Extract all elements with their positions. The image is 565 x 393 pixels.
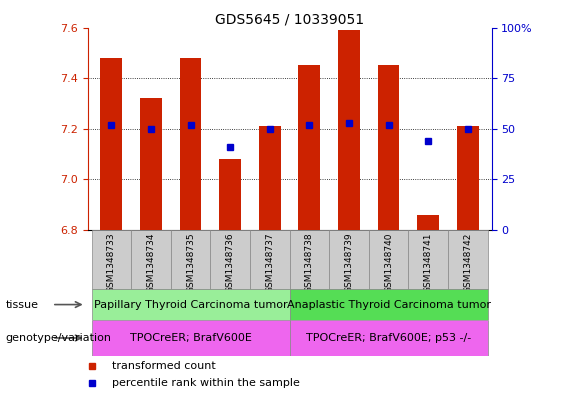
Bar bbox=[377, 66, 399, 230]
Text: GSM1348735: GSM1348735 bbox=[186, 233, 195, 294]
Text: TPOCreER; BrafV600E: TPOCreER; BrafV600E bbox=[129, 333, 251, 343]
FancyBboxPatch shape bbox=[448, 230, 488, 289]
Bar bbox=[457, 126, 479, 230]
Text: GSM1348737: GSM1348737 bbox=[265, 233, 274, 294]
Text: GSM1348734: GSM1348734 bbox=[146, 233, 155, 293]
Text: GSM1348738: GSM1348738 bbox=[305, 233, 314, 294]
Bar bbox=[101, 58, 122, 230]
Text: transformed count: transformed count bbox=[112, 361, 216, 371]
Bar bbox=[140, 98, 162, 230]
FancyBboxPatch shape bbox=[369, 230, 408, 289]
FancyBboxPatch shape bbox=[92, 230, 131, 289]
Text: TPOCreER; BrafV600E; p53 -/-: TPOCreER; BrafV600E; p53 -/- bbox=[306, 333, 471, 343]
Bar bbox=[219, 159, 241, 230]
FancyBboxPatch shape bbox=[290, 289, 488, 320]
Text: GSM1348739: GSM1348739 bbox=[345, 233, 354, 294]
FancyBboxPatch shape bbox=[329, 230, 369, 289]
FancyBboxPatch shape bbox=[250, 230, 290, 289]
FancyBboxPatch shape bbox=[210, 230, 250, 289]
Bar bbox=[180, 58, 202, 230]
FancyBboxPatch shape bbox=[92, 320, 290, 356]
Text: GSM1348733: GSM1348733 bbox=[107, 233, 116, 294]
Text: GSM1348736: GSM1348736 bbox=[225, 233, 234, 294]
Text: GSM1348741: GSM1348741 bbox=[424, 233, 433, 293]
Text: genotype/variation: genotype/variation bbox=[6, 333, 112, 343]
FancyBboxPatch shape bbox=[92, 289, 290, 320]
FancyBboxPatch shape bbox=[171, 230, 210, 289]
FancyBboxPatch shape bbox=[290, 320, 488, 356]
Text: percentile rank within the sample: percentile rank within the sample bbox=[112, 378, 299, 388]
Text: GSM1348740: GSM1348740 bbox=[384, 233, 393, 293]
Title: GDS5645 / 10339051: GDS5645 / 10339051 bbox=[215, 12, 364, 26]
Text: GSM1348742: GSM1348742 bbox=[463, 233, 472, 293]
Text: Papillary Thyroid Carcinoma tumor: Papillary Thyroid Carcinoma tumor bbox=[94, 299, 288, 310]
FancyBboxPatch shape bbox=[408, 230, 448, 289]
Text: tissue: tissue bbox=[6, 299, 38, 310]
Bar bbox=[418, 215, 439, 230]
Bar bbox=[298, 66, 320, 230]
Text: Anaplastic Thyroid Carcinoma tumor: Anaplastic Thyroid Carcinoma tumor bbox=[286, 299, 490, 310]
FancyBboxPatch shape bbox=[131, 230, 171, 289]
FancyBboxPatch shape bbox=[290, 230, 329, 289]
Bar bbox=[338, 30, 360, 230]
Bar bbox=[259, 126, 281, 230]
